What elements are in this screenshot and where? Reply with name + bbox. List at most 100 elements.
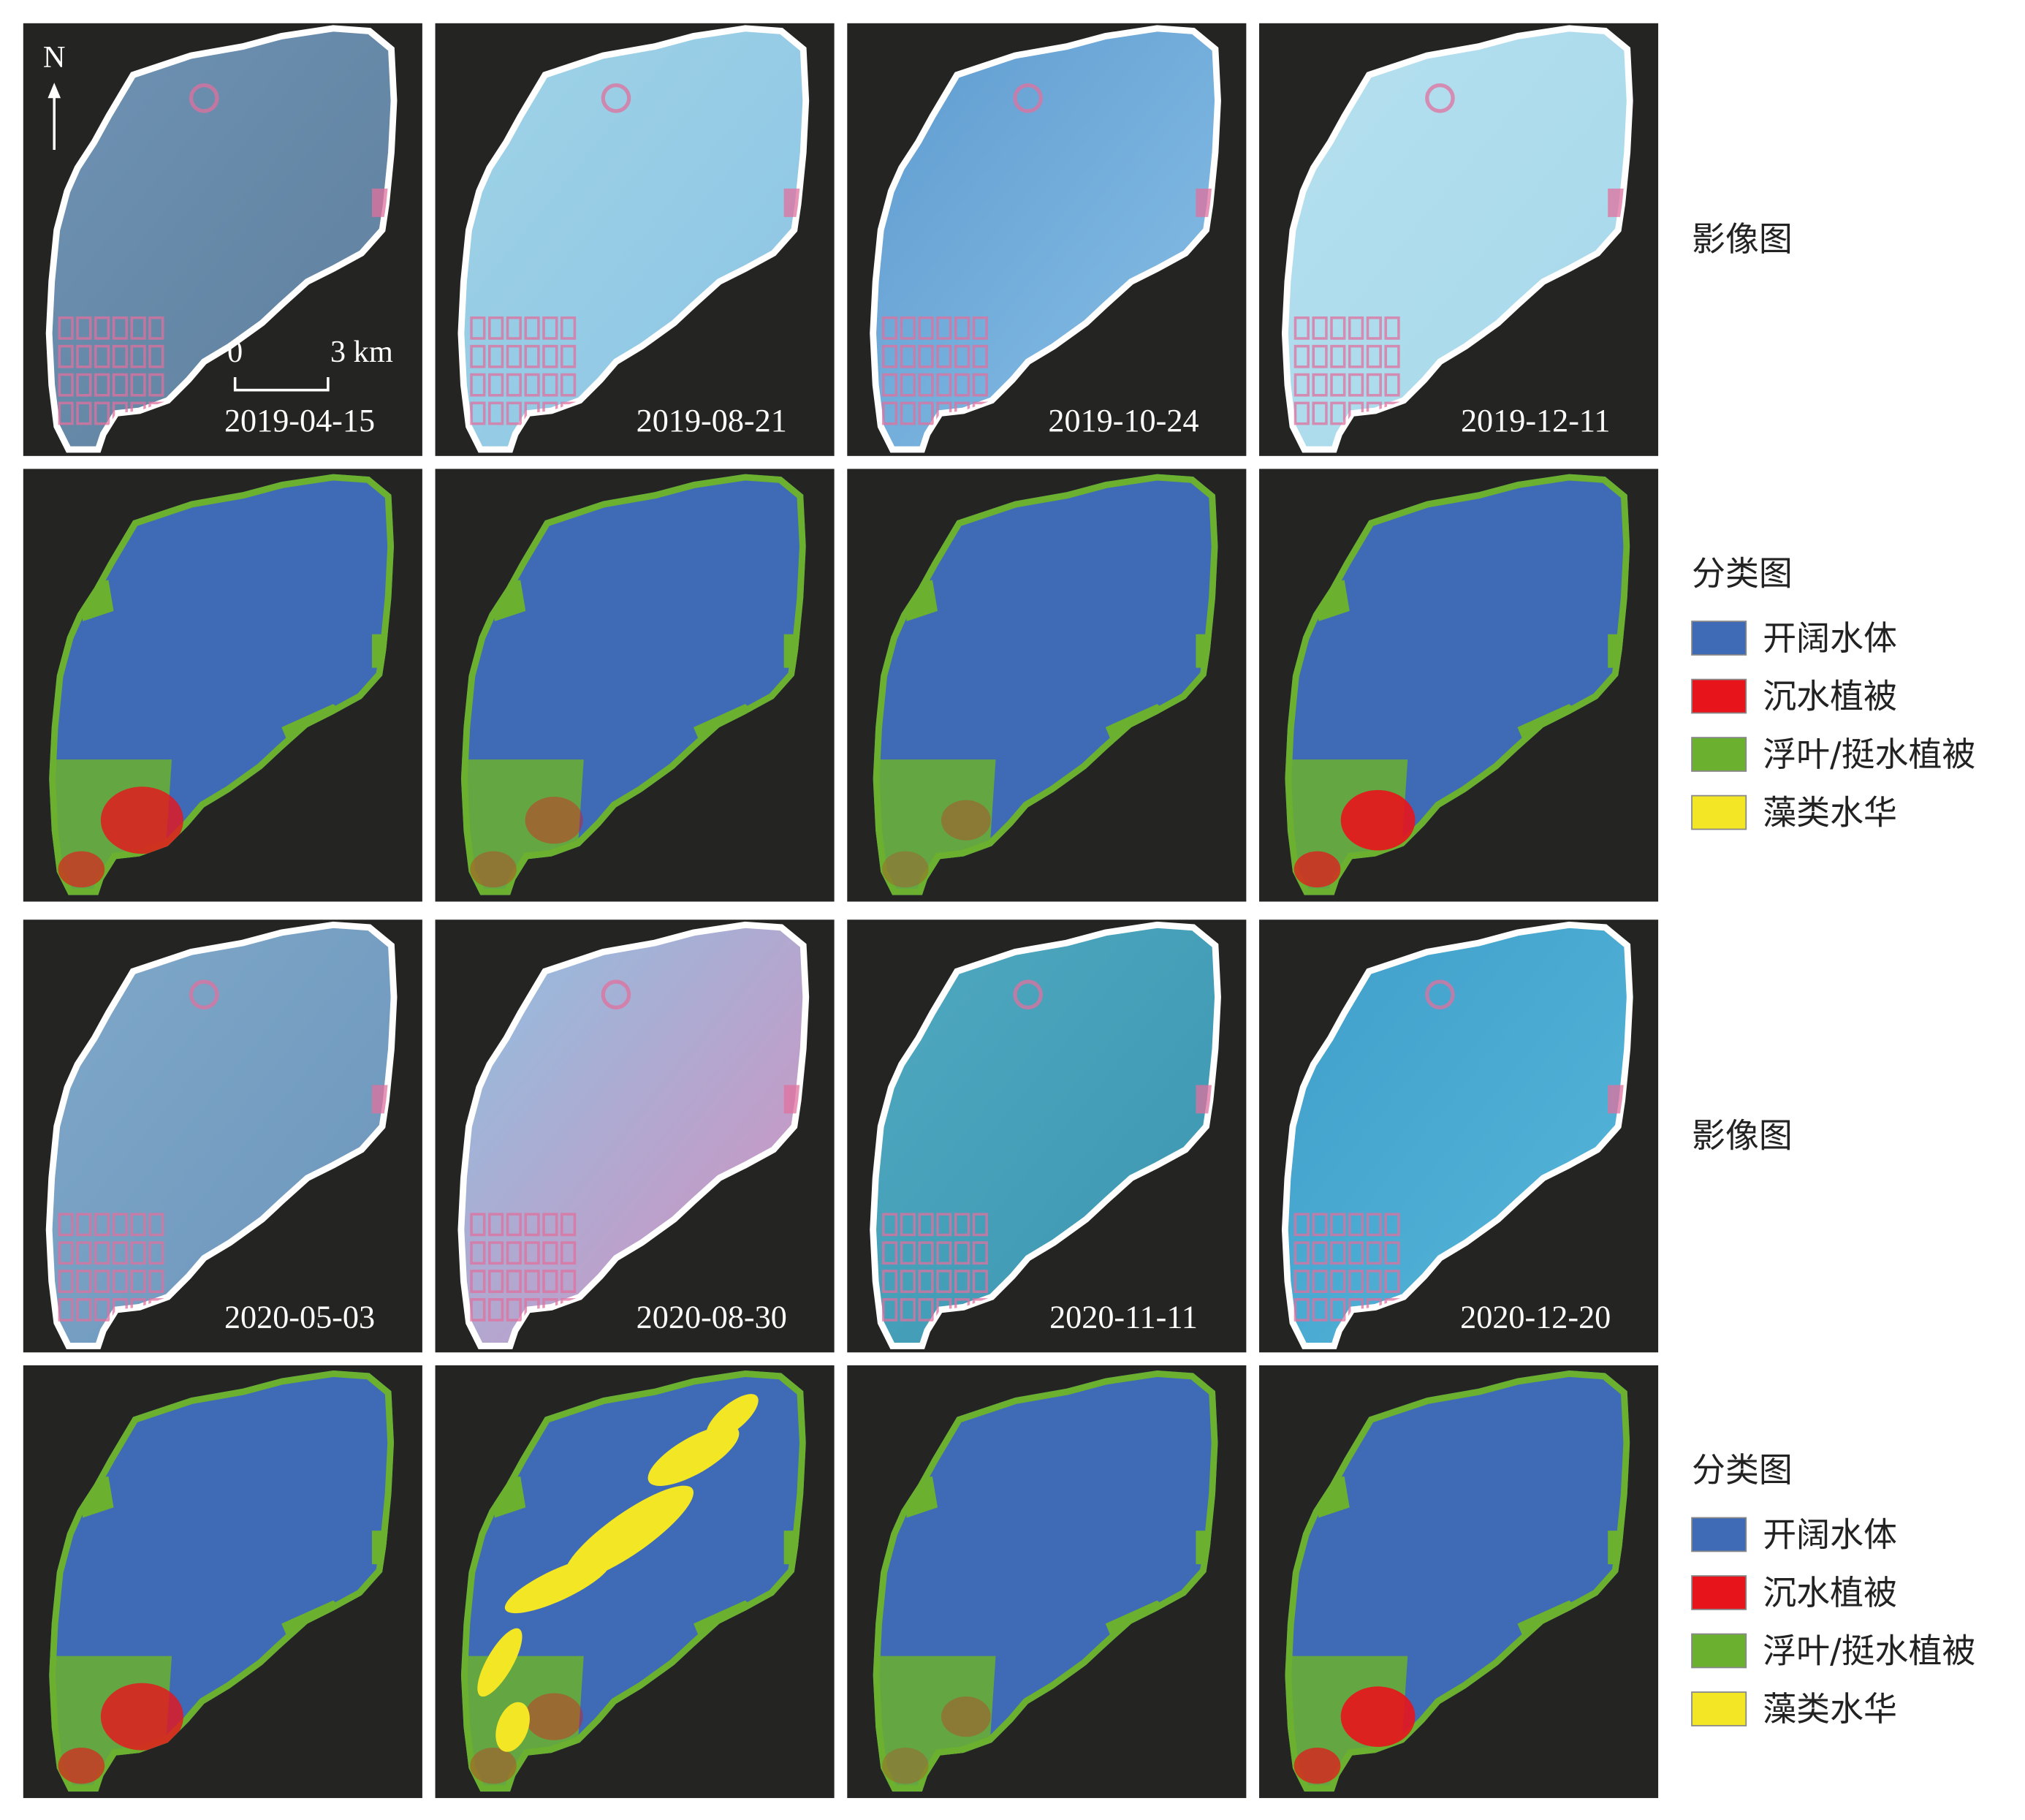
pond — [1293, 401, 1310, 425]
submerged-patch — [470, 1748, 517, 1784]
pond — [189, 83, 219, 113]
pond — [936, 316, 952, 340]
pond — [470, 401, 486, 425]
submerged-patch — [882, 851, 929, 888]
pond — [488, 1270, 504, 1293]
legend-swatch — [1691, 795, 1747, 830]
date-label: 2020-12-20 — [1460, 1300, 1611, 1335]
pond — [470, 1213, 486, 1237]
pond — [1330, 344, 1346, 368]
pond — [560, 373, 577, 397]
pond — [58, 1241, 74, 1265]
pond — [882, 1241, 898, 1265]
pond — [1366, 1241, 1382, 1265]
pond — [1366, 344, 1382, 368]
pond — [882, 1213, 898, 1237]
emergent-patch — [1105, 1600, 1171, 1639]
pond — [470, 344, 486, 368]
class-detail — [461, 1370, 806, 1791]
pond — [1425, 979, 1455, 1010]
pond — [1330, 1241, 1346, 1265]
date-label: 2020-05-03 — [224, 1300, 375, 1335]
pond — [972, 344, 988, 368]
pond — [1384, 316, 1400, 340]
pond — [1312, 1241, 1328, 1265]
pond — [882, 316, 898, 340]
class-detail — [49, 1370, 395, 1791]
pond — [601, 979, 631, 1010]
pond — [148, 1213, 164, 1237]
date-label: 2020-08-30 — [637, 1300, 787, 1335]
legend-label: 沉水植被 — [1763, 1573, 1897, 1612]
pond — [94, 1241, 110, 1265]
pond — [542, 373, 558, 397]
pond — [936, 373, 952, 397]
pond — [972, 1270, 988, 1293]
pond — [58, 316, 74, 340]
pond — [506, 1241, 522, 1265]
pond — [972, 1213, 988, 1237]
pond — [1312, 316, 1328, 340]
pond — [148, 344, 164, 368]
pond — [900, 1298, 916, 1322]
pond — [972, 1241, 988, 1265]
classification-panel — [1259, 1365, 1659, 1798]
pond — [112, 373, 128, 397]
pond — [76, 1298, 92, 1322]
pond — [1293, 373, 1310, 397]
pond — [94, 1298, 110, 1322]
pond — [1330, 1298, 1346, 1322]
image-panel: 2020-08-30 — [435, 920, 835, 1353]
emergent-patch — [1105, 704, 1171, 743]
pond — [58, 1213, 74, 1237]
pond — [488, 1213, 504, 1237]
image-panel: 2019-10-24 — [847, 23, 1247, 456]
pond — [542, 316, 558, 340]
submerged-patch — [58, 1748, 105, 1784]
shore-detail — [1293, 979, 1626, 1322]
date-label: 2020-11-11 — [1049, 1300, 1198, 1335]
pond — [1348, 1241, 1364, 1265]
pond — [1312, 344, 1328, 368]
legend-swatch — [1691, 678, 1747, 714]
pond — [506, 316, 522, 340]
pond — [94, 316, 110, 340]
pond — [58, 344, 74, 368]
pond — [1348, 1213, 1364, 1237]
pond — [76, 401, 92, 425]
pond — [76, 1213, 92, 1237]
legend-swatch — [1691, 737, 1747, 772]
pond — [76, 1241, 92, 1265]
submerged-patch — [470, 851, 517, 888]
pond — [900, 1241, 916, 1265]
legend-label: 浮叶/挺水植被 — [1763, 735, 1975, 774]
emergent-patch — [1517, 1600, 1582, 1639]
date-label: 2019-10-24 — [1048, 403, 1198, 439]
pond — [1293, 1241, 1310, 1265]
legend-label: 浮叶/挺水植被 — [1763, 1631, 1975, 1670]
pond — [918, 316, 934, 340]
pond — [112, 1241, 128, 1265]
pond — [560, 1270, 577, 1293]
pond — [601, 83, 631, 113]
pond — [112, 316, 128, 340]
pond — [130, 373, 146, 397]
pond — [1312, 1298, 1328, 1322]
emergent-patch — [693, 704, 759, 743]
submerged-patch — [58, 851, 105, 888]
submerged-patch — [882, 1748, 929, 1784]
pond — [900, 401, 916, 425]
pond — [542, 1241, 558, 1265]
pond — [1013, 979, 1044, 1010]
image-panel: 2020-11-11 — [847, 920, 1247, 1353]
pond — [1330, 1213, 1346, 1237]
legend-label: 藻类水华 — [1763, 1689, 1897, 1729]
pond — [524, 1270, 540, 1293]
row-label: 影像图 — [1692, 219, 1793, 259]
emergent-patch — [693, 1600, 759, 1639]
pond — [882, 344, 898, 368]
pond — [1425, 83, 1455, 113]
image-panel: 2019-04-15 N 0 3 km — [23, 23, 422, 456]
